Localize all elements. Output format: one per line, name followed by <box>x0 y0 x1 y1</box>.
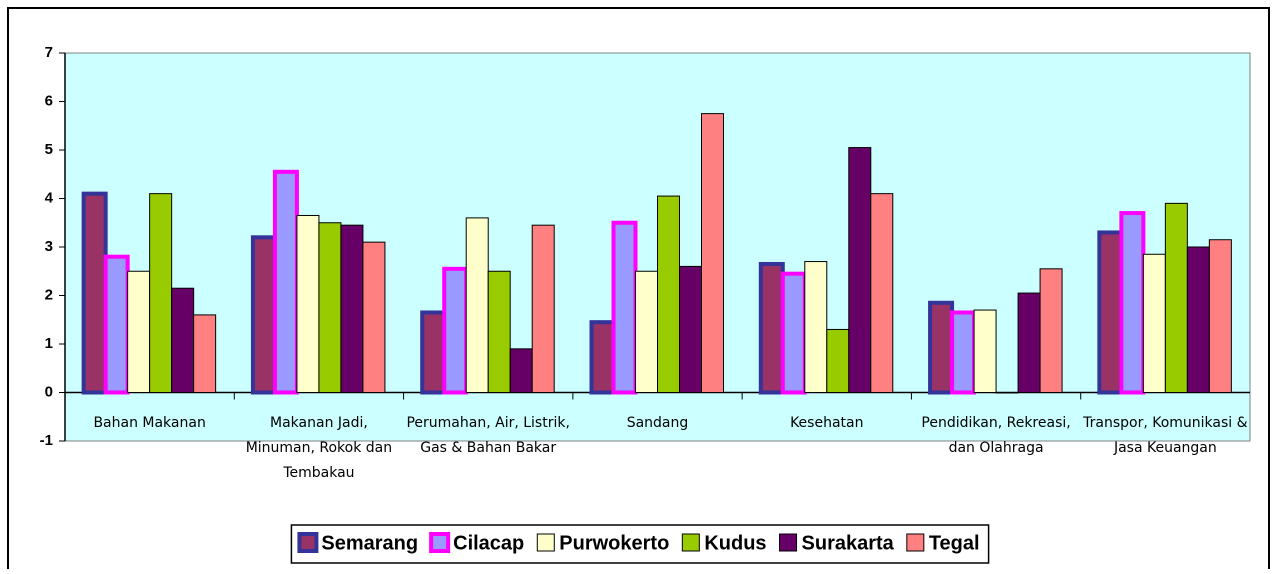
bar <box>318 222 342 393</box>
y-tick-label: 5 <box>45 141 53 158</box>
x-tick-label: Makanan Jadi, Minuman, Rokok dan Tembaka… <box>245 414 393 481</box>
bar <box>1186 246 1210 393</box>
legend-label: Semarang <box>321 532 418 554</box>
bar <box>611 220 638 395</box>
y-tick-label: 3 <box>45 238 53 255</box>
legend-swatch <box>297 532 319 553</box>
legend-swatch <box>681 533 700 552</box>
legend-label: Cilacap <box>453 532 524 554</box>
y-tick-label: 4 <box>45 189 54 206</box>
bar <box>250 235 277 395</box>
legend-label: Purwokerto <box>559 532 669 554</box>
legend-swatch <box>536 533 555 552</box>
bar <box>1164 202 1188 393</box>
bar <box>193 314 217 393</box>
y-tick-label: 1 <box>45 335 53 352</box>
legend-swatch <box>779 533 798 552</box>
x-tick-label: Bahan Makanan <box>93 414 206 431</box>
bar <box>420 310 447 395</box>
bar <box>848 147 872 393</box>
bar <box>826 328 850 394</box>
bar <box>509 348 533 394</box>
x-label-box: Pendidikan, Rekreasi, dan Olahraga <box>921 414 1071 456</box>
y-tick-label: 7 <box>45 44 53 61</box>
bar <box>635 270 658 393</box>
x-tick-label: Kesehatan <box>790 414 864 431</box>
legend-box <box>290 524 990 564</box>
y-tick-label: 2 <box>45 286 53 303</box>
bar <box>531 224 555 393</box>
bar <box>758 261 785 395</box>
x-label-box: Kesehatan <box>790 414 864 431</box>
y-tick-label: 6 <box>45 92 53 109</box>
bar <box>780 271 807 395</box>
legend-label: Surakarta <box>802 532 895 554</box>
bar <box>127 270 151 393</box>
bar <box>995 392 1019 394</box>
bar <box>340 224 364 393</box>
bar <box>1097 230 1124 395</box>
x-tick-label: Perumahan, Air, Listrik, Gas & Bahan Bak… <box>406 414 570 456</box>
bar <box>149 193 173 393</box>
legend-label: Tegal <box>929 532 980 554</box>
x-label-box: Bahan Makanan <box>93 414 206 431</box>
legend: Semarang Cilacap Purwokerto Kudus Surakarta T… <box>290 524 990 564</box>
x-label-box: Makanan Jadi, Minuman, Rokok dan Tembaka… <box>245 414 393 481</box>
x-label-box: Perumahan, Air, Listrik, Gas & Bahan Bak… <box>406 414 570 456</box>
y-tick-label: -1 <box>40 432 53 449</box>
x-tick-label: Sandang <box>626 414 689 431</box>
bar <box>804 261 828 393</box>
bar <box>679 265 702 393</box>
bar <box>103 254 130 395</box>
legend-swatch <box>906 533 925 552</box>
legend-label: Kudus <box>704 532 766 554</box>
bar <box>973 309 997 393</box>
bar <box>1017 292 1041 394</box>
bar <box>657 195 680 393</box>
bar <box>1208 239 1232 393</box>
bar <box>487 270 511 393</box>
bar <box>442 266 469 395</box>
bar <box>272 169 299 395</box>
bar <box>589 320 616 395</box>
x-tick-label: Transpor, Komunikasi & Jasa Keuangan <box>1083 414 1248 456</box>
bar <box>701 113 724 393</box>
bar <box>1039 268 1063 394</box>
bar <box>1142 253 1166 393</box>
x-label-box: Transpor, Komunikasi & Jasa Keuangan <box>1083 414 1248 456</box>
bar <box>296 214 320 393</box>
bar <box>1119 211 1146 395</box>
bar <box>465 217 489 393</box>
bar <box>870 193 894 393</box>
bar <box>171 287 195 394</box>
bar <box>81 191 108 395</box>
y-tick-label: 0 <box>45 383 53 400</box>
x-tick-label: Pendidikan, Rekreasi, dan Olahraga <box>921 414 1071 456</box>
x-label-box: Sandang <box>626 414 689 431</box>
bar <box>928 300 955 395</box>
bar <box>362 241 386 393</box>
legend-swatch <box>429 532 451 553</box>
bar <box>950 310 977 395</box>
